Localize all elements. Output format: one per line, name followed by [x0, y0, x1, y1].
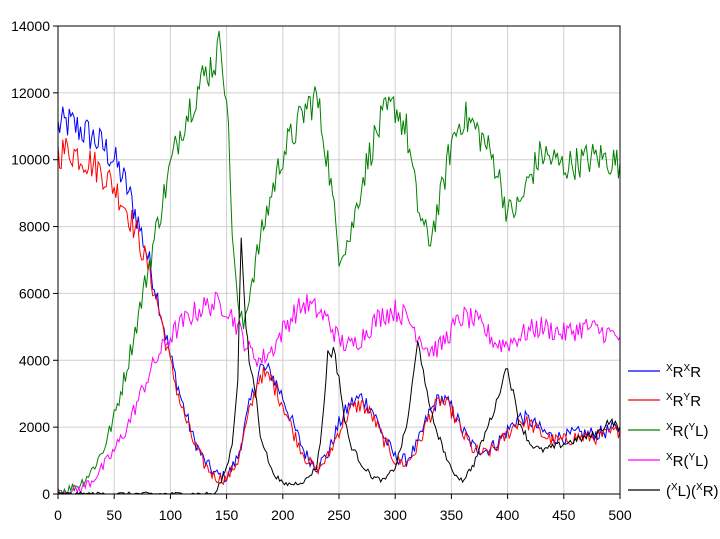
y-tick-label: 4000 — [19, 352, 50, 368]
x-tick-label: 350 — [440, 507, 464, 523]
x-tick-label: 100 — [159, 507, 183, 523]
legend-entry-xl-xr: (XL)(XR) — [628, 482, 719, 500]
y-tick-label: 0 — [42, 486, 50, 502]
y-tick-label: 12000 — [11, 85, 50, 101]
x-tick-label: 500 — [608, 507, 632, 523]
series-line-1 — [57, 106, 621, 483]
x-tick-label: 400 — [496, 507, 520, 523]
y-axis-ticks: 0 2000 4000 6000 8000 10000 12000 14000 — [11, 18, 58, 502]
y-tick-label: 2000 — [19, 419, 50, 435]
series-line-4 — [57, 291, 621, 495]
legend-label: (XL)(XR) — [666, 482, 719, 500]
x-tick-label: 200 — [271, 507, 295, 523]
y-tick-label: 10000 — [11, 152, 50, 168]
y-tick-label: 6000 — [19, 285, 50, 301]
x-tick-label: 450 — [552, 507, 576, 523]
x-tick-label: 300 — [384, 507, 408, 523]
series-line-2 — [57, 137, 621, 486]
legend-label: XR(YL) — [666, 452, 709, 470]
legend-entry-xryr: XRYR — [628, 392, 701, 410]
x-tick-label: 50 — [106, 507, 122, 523]
x-tick-label: 0 — [54, 507, 62, 523]
x-tick-label: 150 — [215, 507, 239, 523]
y-tick-label: 14000 — [11, 18, 50, 34]
legend-label: XR(YL) — [666, 422, 709, 440]
x-tick-label: 250 — [327, 507, 351, 523]
legend-label: XRXR — [666, 363, 701, 381]
series-line-3 — [57, 30, 621, 496]
legend-entry-xrxr: XRXR — [628, 363, 701, 381]
legend: XRXR XRYR XR(YL) XR(YL) (XL)(XR) — [628, 363, 719, 500]
legend-entry-xr-yl-2: XR(YL) — [628, 452, 709, 470]
legend-entry-xr-yl-1: XR(YL) — [628, 422, 709, 440]
y-tick-label: 8000 — [19, 219, 50, 235]
x-axis-ticks: 0 50 100 150 200 250 300 350 400 450 500 — [54, 494, 632, 523]
legend-label: XRYR — [666, 392, 701, 410]
